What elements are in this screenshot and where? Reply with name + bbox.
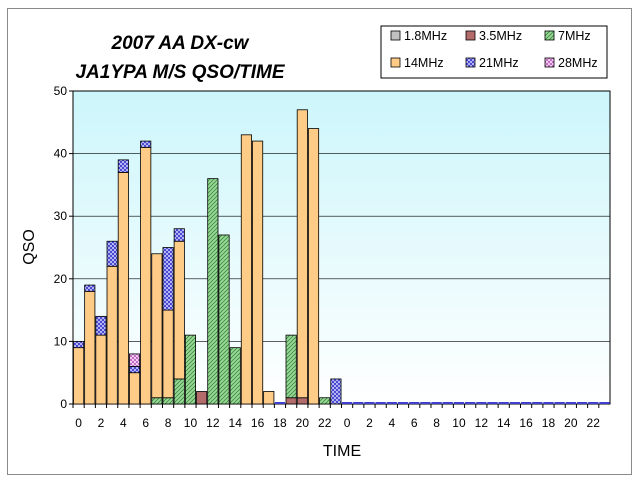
x-axis-ticks: 0 2 4 6 8 10 12 14 16 18 20 22 0 2 4 6 8 10 12 14 16 18 20 22 <box>72 404 601 430</box>
x-tick-label: 6 <box>142 416 149 430</box>
x-tick-label: 10 <box>184 416 198 430</box>
bar-segment-14MHz <box>252 140 264 405</box>
x-tick-label: 18 <box>542 416 556 430</box>
bar-segment-21MHz <box>140 140 152 148</box>
x-tick-label: 0 <box>75 416 82 430</box>
legend-label-28MHz: 28MHz <box>558 56 598 70</box>
x-tick-label: 20 <box>296 416 310 430</box>
bar-segment-21MHz <box>173 228 185 242</box>
bar-segment-7MHz <box>285 334 297 399</box>
legend-label-1.8MHz: 1.8MHz <box>404 29 447 43</box>
y-tick-label: 0 <box>60 397 67 411</box>
legend-swatch-28MHz <box>544 57 555 68</box>
x-tick-label: 0 <box>344 416 351 430</box>
bar-segment-14MHz <box>140 146 152 405</box>
bar-segment-21MHz <box>330 378 342 405</box>
chart-title-line-2: JA1YPA M/S QSO/TIME <box>75 62 285 83</box>
legend-label-7MHz: 7MHz <box>558 29 591 43</box>
x-tick-label: 8 <box>433 416 440 430</box>
x-tick-label: 10 <box>452 416 466 430</box>
bar-segment-7MHz <box>218 234 230 405</box>
x-tick-label: 16 <box>519 416 533 430</box>
x-tick-label: 20 <box>564 416 578 430</box>
bar-segment-21MHz <box>95 315 107 336</box>
bar-segment-7MHz <box>229 347 241 405</box>
bar-segment-3.5MHz <box>296 397 308 405</box>
legend-label-14MHz: 14MHz <box>404 56 444 70</box>
x-tick-label: 22 <box>318 416 332 430</box>
bar-segment-7MHz <box>184 334 197 405</box>
x-tick-label: 22 <box>587 416 601 430</box>
gridlines <box>73 153 610 342</box>
x-tick-label: 12 <box>475 416 489 430</box>
legend-swatch-14MHz <box>390 57 401 68</box>
x-tick-label: 14 <box>497 416 511 430</box>
y-tick-label: 30 <box>54 209 68 223</box>
bar-segment-28MHz <box>128 353 141 367</box>
bar-segment-14MHz <box>151 253 163 399</box>
bar-segment-14MHz <box>95 334 107 405</box>
legend-swatch-7MHz <box>544 30 555 41</box>
legend-swatch-3.5MHz <box>465 30 476 41</box>
bar-segment-21MHz <box>128 366 141 374</box>
bar-segment-21MHz <box>162 247 174 311</box>
legend-swatch-21MHz <box>465 57 476 68</box>
bar-segment-14MHz <box>128 372 141 405</box>
x-tick-label: 16 <box>251 416 265 430</box>
bar-segment-14MHz <box>296 109 308 399</box>
bar-segment-21MHz <box>106 240 118 267</box>
bar-segment-14MHz <box>307 128 320 405</box>
bar-segment-3.5MHz <box>196 391 208 405</box>
x-tick-label: 12 <box>206 416 220 430</box>
bar-segment-21MHz <box>73 340 85 349</box>
bar-segment-21MHz <box>117 159 129 173</box>
bar-segment-14MHz <box>162 309 174 399</box>
bar-segment-14MHz <box>240 134 252 405</box>
bar-segment-3.5MHz <box>285 397 297 405</box>
bar-segment-14MHz <box>117 171 129 405</box>
x-tick-label: 4 <box>388 416 395 430</box>
legend: 1.8MHz 3.5MHz 7MHz 14MHz 21MHz 28MHz <box>380 25 608 79</box>
bar-segment-7MHz <box>162 397 174 405</box>
y-tick-label: 20 <box>54 272 68 286</box>
x-tick-label: 4 <box>120 416 127 430</box>
legend-label-3.5MHz: 3.5MHz <box>479 29 522 43</box>
chart-title-line-1: 2007 AA DX-cw <box>111 33 250 54</box>
bar-segment-21MHz <box>84 284 96 292</box>
qso-chart: 2007 AA DX-cw JA1YPA M/S QSO/TIME 010203… <box>21 25 611 460</box>
x-tick-label: 2 <box>366 416 373 430</box>
bar-segment-14MHz <box>106 265 118 405</box>
x-tick-label: 14 <box>229 416 243 430</box>
y-tick-label: 10 <box>54 334 68 348</box>
x-tick-label: 6 <box>411 416 418 430</box>
y-tick-label: 50 <box>54 84 68 98</box>
legend-box <box>380 25 608 79</box>
bar-segment-14MHz <box>263 391 275 405</box>
legend-label-21MHz: 21MHz <box>479 56 519 70</box>
bar-segment-14MHz <box>73 347 85 405</box>
bar-segment-7MHz <box>151 397 163 405</box>
y-tick-label: 40 <box>54 147 68 161</box>
x-tick-label: 2 <box>98 416 105 430</box>
x-axis-title: TIME <box>323 443 361 460</box>
legend-swatch-1.8MHz <box>390 30 401 41</box>
plot-area <box>72 90 611 405</box>
y-axis-title: QSO <box>21 229 38 265</box>
x-tick-label: 8 <box>165 416 172 430</box>
y-axis-ticks: 0 10 20 30 40 50 <box>54 84 73 411</box>
bar-segment-7MHz <box>173 378 185 405</box>
chart-frame: 2007 AA DX-cw JA1YPA M/S QSO/TIME 0 10 20 3… <box>7 8 632 475</box>
bar-segment-14MHz <box>173 240 185 380</box>
x-tick-label: 18 <box>273 416 287 430</box>
bar-segment-7MHz <box>207 178 219 405</box>
bar-segment-7MHz <box>319 397 331 405</box>
bars <box>73 109 342 405</box>
bar-segment-14MHz <box>84 290 96 405</box>
